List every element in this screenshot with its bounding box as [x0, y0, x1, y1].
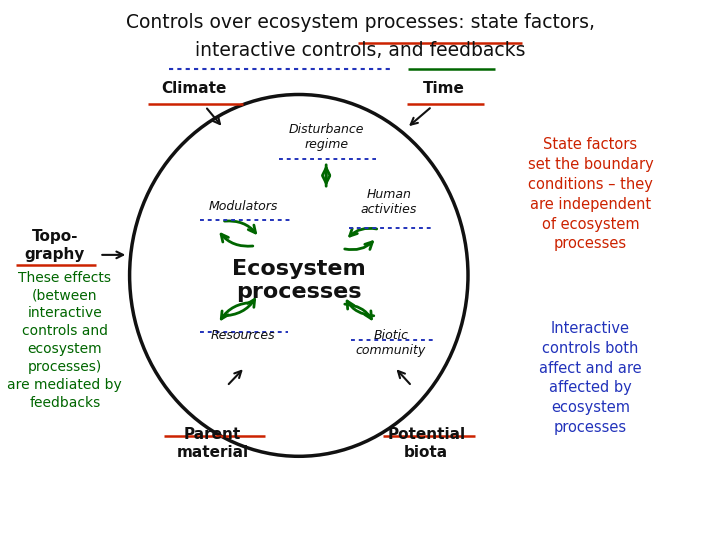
- Text: Parent
material: Parent material: [176, 427, 248, 460]
- Text: Resources: Resources: [211, 329, 276, 342]
- Text: Biotic
community: Biotic community: [356, 329, 426, 357]
- Text: interactive controls, and feedbacks: interactive controls, and feedbacks: [194, 40, 526, 59]
- Text: State factors
set the boundary
conditions – they
are independent
of ecosystem
pr: State factors set the boundary condition…: [528, 137, 653, 252]
- Text: Potential
biota: Potential biota: [387, 427, 465, 460]
- Text: Climate: Climate: [162, 81, 227, 96]
- Text: Controls over ecosystem processes: state factors,: Controls over ecosystem processes: state…: [125, 14, 595, 32]
- Text: These effects
(between
interactive
controls and
ecosystem
processes)
are mediate: These effects (between interactive contr…: [7, 271, 122, 410]
- Text: Ecosystem
processes: Ecosystem processes: [232, 259, 366, 302]
- Text: Modulators: Modulators: [209, 200, 278, 213]
- Text: Interactive
controls both
affect and are
affected by
ecosystem
processes: Interactive controls both affect and are…: [539, 321, 642, 435]
- Text: Topo-
graphy: Topo- graphy: [24, 229, 85, 262]
- Text: Time: Time: [423, 81, 465, 96]
- Text: Human
activities: Human activities: [361, 188, 417, 216]
- Text: Disturbance
regime: Disturbance regime: [289, 123, 364, 151]
